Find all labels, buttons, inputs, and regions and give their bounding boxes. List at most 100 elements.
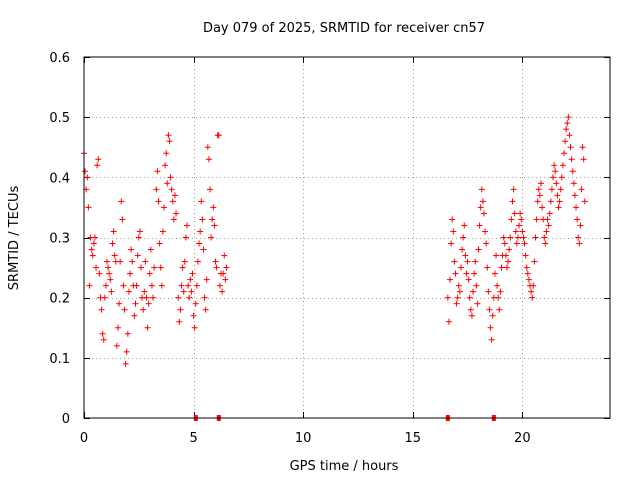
data-point [210,204,217,211]
data-point [506,246,513,253]
y-tick-label: 0 [62,412,70,427]
data-point [569,168,576,175]
x-tick-label: 0 [80,431,88,446]
data-point [106,270,113,277]
data-point [185,282,192,289]
y-tick-label: 0.4 [49,171,70,186]
x-tick-label: 10 [295,431,312,446]
data-point [568,156,575,163]
data-point [143,294,150,301]
chart-title: Day 079 of 2025, SRMTID for receiver cn5… [203,21,485,36]
data-point [187,276,194,283]
data-point [546,210,553,217]
data-point [512,228,519,235]
data-point [208,234,215,241]
data-point [473,282,480,289]
data-point [101,294,108,301]
data-point [93,264,100,271]
y-tick-labels: 0 0.1 0.2 0.3 0.4 0.5 0.6 [49,51,70,427]
data-point [160,204,167,211]
data-point [156,240,163,247]
x-tick-labels: 0 5 10 15 20 [80,431,531,446]
data-point [511,210,518,217]
data-point [109,240,116,247]
data-point [168,186,175,193]
data-point [455,282,462,289]
data-point [219,288,226,295]
data-point [466,294,473,301]
data-point [525,276,532,283]
data-point [158,282,165,289]
data-point [148,282,155,289]
data-point [484,264,491,271]
data-point [105,264,112,271]
data-point [528,288,535,295]
data-point [510,186,517,193]
data-point [192,300,199,307]
data-point [503,264,510,271]
data-point [452,270,459,277]
data-point [532,234,539,241]
data-point [564,120,571,127]
data-point [464,258,471,265]
data-point [547,198,554,205]
data-point [520,234,527,241]
data-point [566,132,573,139]
data-point [181,258,188,265]
data-point [550,174,557,181]
data-point [486,306,493,313]
data-point [197,228,204,235]
data-point [90,240,97,247]
data-point [496,306,503,313]
data-point [136,228,143,235]
data-point [444,294,451,301]
data-point [456,288,463,295]
data-point [137,264,144,271]
data-point [131,312,138,319]
data-point [579,144,586,151]
data-point [449,216,456,223]
data-point [448,240,455,247]
data-point [119,216,126,223]
data-point [134,252,141,259]
data-point [191,324,198,331]
data-point [535,186,542,193]
data-point [120,282,127,289]
data-point [169,198,176,205]
data-point [477,204,484,211]
data-point [516,222,523,229]
data-point [159,228,166,235]
data-point [475,246,482,253]
data-point [524,270,531,277]
data-point [488,336,495,343]
data-point [162,162,169,169]
data-point [212,258,219,265]
data-point [553,180,560,187]
data-point [114,324,121,331]
y-tick-label: 0.5 [49,111,70,126]
data-point [476,222,483,229]
data-point [118,198,125,205]
data-point [108,288,115,295]
data-point [465,276,472,283]
data-point [533,216,540,223]
data-point [129,258,136,265]
data-point [182,234,189,241]
data-point [581,198,588,205]
data-point [86,282,93,289]
data-point [107,276,114,283]
data-point [140,306,147,313]
data-point [539,204,546,211]
data-point [104,258,111,265]
data-point [171,192,178,199]
grid [84,57,610,418]
data-point [99,330,106,337]
data-point [142,258,149,265]
data-point [88,246,95,253]
data-point [557,186,564,193]
data-point [98,306,105,313]
data-point [551,162,558,169]
data-point [498,264,505,271]
data-point [480,210,487,217]
